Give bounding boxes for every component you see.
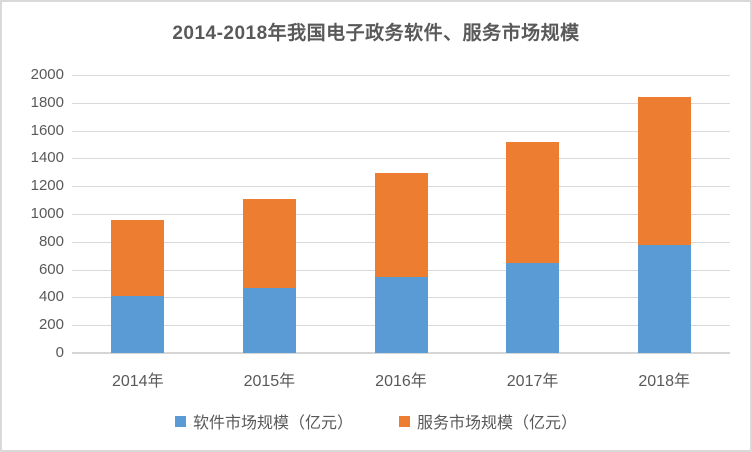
legend-item-software: 软件市场规模（亿元） [174,409,353,433]
y-axis-tick-label-1400: 1400 [30,149,64,167]
legend-swatch-icon [174,415,186,427]
legend-swatch-icon [399,415,410,427]
bar-segment-service-2017年 [506,141,560,264]
y-axis-tick-label-1600: 1600 [30,121,64,139]
y-axis-tick-label-1200: 1200 [30,177,64,195]
x-axis-line [72,352,730,354]
y-axis-tick-label-800: 800 [38,232,64,250]
bar-segment-software-2015年 [242,288,296,353]
x-axis-tick-label-2015年: 2015年 [243,373,296,390]
x-axis-tick-label-2016年: 2016年 [375,373,427,390]
y-axis-tick-label-1800: 1800 [30,93,64,111]
y-axis-tick-label-400: 400 [38,288,64,306]
y-axis-tick-label-200: 200 [38,316,64,334]
bar-segment-service-2015年 [242,198,296,289]
legend-label: 服务市场规模（亿元） [417,415,578,432]
x-axis-tick-label-2018年: 2018年 [638,373,690,390]
legend-label: 软件市场规模（亿元） [192,415,353,432]
gridline-y-1400 [72,158,730,160]
x-axis-tick-label-2014年: 2014年 [111,373,164,390]
x-axis-tick-label-2017年: 2017年 [506,373,559,390]
chart-legend: 软件市场规模（亿元） 服务市场规模（亿元） [2,409,750,433]
bar-segment-service-2014年 [111,219,165,296]
legend-item-service: 服务市场规模（亿元） [399,409,577,433]
bar-segment-software-2016年 [374,277,428,353]
bar-segment-software-2017年 [506,263,560,353]
bar-segment-service-2016年 [374,172,428,278]
gridline-y-1600 [72,130,730,132]
bar-segment-software-2014年 [111,296,165,353]
bar-segment-service-2018年 [637,96,691,246]
y-axis-tick-label-1000: 1000 [30,205,64,222]
y-axis-tick-label-0: 0 [55,344,64,361]
y-axis-tick-label-2000: 2000 [30,66,64,83]
gridline-y-2000 [72,75,730,76]
bar-segment-software-2018年 [637,245,691,353]
gridline-y-1800 [72,102,730,104]
chart-title: 2014-2018年我国电子政务软件、服务市场规模 [172,23,580,44]
y-axis-tick-label-600: 600 [38,260,64,278]
